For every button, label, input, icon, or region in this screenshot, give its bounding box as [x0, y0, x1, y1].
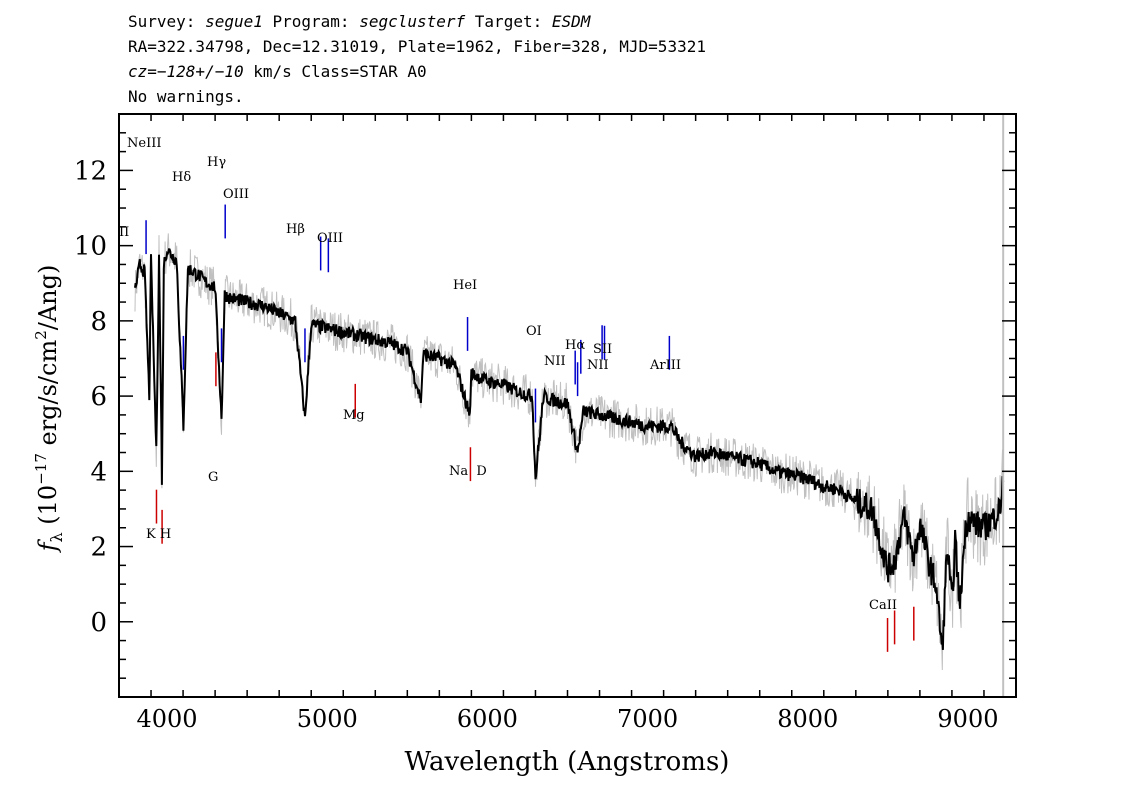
header-line-3: cz=−128+/−10 km/s Class=STAR A0 [128, 62, 427, 82]
y-tick-label: 12 [74, 156, 107, 186]
x-tick-label: 8000 [777, 705, 838, 733]
x-tick-label: 6000 [457, 705, 518, 733]
label-sii: SII [593, 342, 612, 357]
line-labels: II NeIII Hδ Hγ OIII Hβ OIII HeI OI NII H… [119, 136, 897, 613]
x-tick-label: 9000 [937, 705, 998, 733]
y-label-mid: erg/s/cm [34, 340, 62, 454]
spectrum-line [134, 248, 1005, 650]
plot-layer [134, 114, 1005, 697]
y-tick-label: 8 [90, 307, 107, 337]
label-nad: Na D [449, 464, 487, 479]
x-tick-label: 7000 [617, 705, 678, 733]
y-tick-label: 10 [74, 232, 107, 262]
axes-layer: 4000 5000 6000 7000 8000 9000 0 2 4 6 8 10 12 [74, 113, 1017, 733]
label-oii-edge: II [119, 225, 129, 240]
x-tick-label: 5000 [297, 705, 358, 733]
target-value: ESDM [551, 12, 591, 31]
label-hdelta: Hδ [172, 170, 191, 185]
y-label-exp2: 2 [32, 330, 50, 340]
label-hbeta: Hβ [286, 222, 305, 237]
redshift-value: cz=−128+/−10 [128, 62, 244, 81]
x-tick-label: 4000 [137, 705, 198, 733]
y-label-sub: λ [47, 532, 66, 542]
target-label: Target: [465, 12, 552, 31]
label-nii-b: NII [587, 358, 609, 373]
x-axis-label: Wavelength (Angstroms) [405, 747, 730, 777]
label-g: G [208, 470, 218, 485]
program-label: Program: [262, 12, 360, 31]
y-tick-label: 6 [90, 382, 107, 412]
survey-value: segue1 [205, 12, 263, 31]
class-info: km/s Class=STAR A0 [243, 62, 427, 81]
y-tick-label: 2 [90, 533, 107, 563]
program-value: segclusterf [359, 12, 466, 31]
y-tick-label: 4 [90, 457, 107, 487]
header-line-4: No warnings. [128, 87, 244, 106]
line-markers-layer [145, 204, 915, 652]
header-line-2: RA=322.34798, Dec=12.31019, Plate=1962, … [128, 37, 706, 56]
label-oiii-a: OIII [223, 187, 249, 202]
label-oi: OI [526, 324, 542, 339]
header-line-1: Survey: segue1 Program: segclusterf Targ… [128, 12, 590, 32]
label-ariii: ArIII [649, 358, 681, 373]
y-label-open: (10 [34, 485, 62, 533]
label-hgamma: Hγ [207, 155, 226, 170]
label-oiii-b: OIII [317, 231, 343, 246]
y-axis-label: fλ (10−17 erg/s/cm2/Ang) [32, 265, 66, 554]
label-caii: CaII [869, 598, 897, 613]
label-halpha: Hα [565, 338, 585, 353]
survey-label: Survey: [128, 12, 206, 31]
label-kh: K H [146, 527, 171, 542]
label-nii-a: NII [544, 354, 566, 369]
label-hei: HeI [453, 278, 477, 293]
label-neiii: NeIII [127, 136, 161, 151]
y-label-exp: −17 [32, 453, 50, 485]
y-tick-label: 0 [90, 608, 107, 638]
y-label-close: /Ang) [34, 265, 62, 331]
label-mg: Mg [343, 408, 365, 423]
